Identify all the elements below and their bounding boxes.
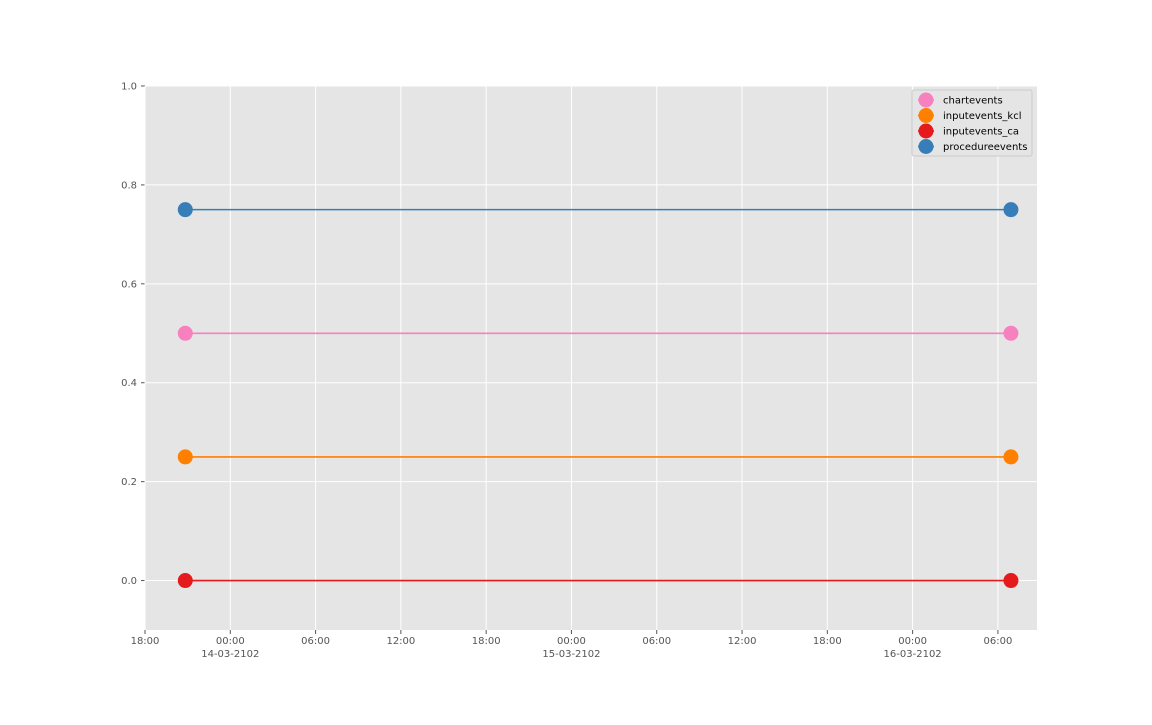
x-tick-label: 18:00 <box>813 636 842 647</box>
y-tick-label: 0.0 <box>121 576 137 587</box>
x-tick-date-label: 14-03-2102 <box>201 649 259 660</box>
legend-marker <box>918 139 934 154</box>
y-tick-label: 1.0 <box>121 82 137 93</box>
data-point-procedureevents <box>177 202 193 218</box>
y-tick-label: 0.8 <box>121 180 137 191</box>
x-tick-label: 00:00 <box>898 636 927 647</box>
y-tick-label: 0.4 <box>121 378 137 389</box>
data-point-inputevents_ca <box>1003 573 1019 589</box>
x-tick-label: 18:00 <box>472 636 501 647</box>
data-point-procedureevents <box>1003 202 1019 218</box>
x-tick-label: 06:00 <box>301 636 330 647</box>
data-point-inputevents_kcl <box>1003 449 1019 465</box>
x-tick-label: 06:00 <box>642 636 671 647</box>
legend-entry-label: inputevents_ca <box>943 127 1019 138</box>
data-point-chartevents <box>1003 325 1019 341</box>
plot-area <box>145 86 1037 630</box>
x-tick-label: 18:00 <box>131 636 160 647</box>
legend-box <box>911 89 1033 157</box>
data-point-chartevents <box>177 325 193 341</box>
data-point-inputevents_ca <box>177 573 193 589</box>
legend-marker <box>918 108 934 123</box>
x-tick-date-label: 15-03-2102 <box>542 649 600 660</box>
x-tick-date-label: 16-03-2102 <box>884 649 942 660</box>
x-tick-label: 00:00 <box>216 636 245 647</box>
legend-entry-label: inputevents_kcl <box>943 111 1021 122</box>
y-tick-label: 0.6 <box>121 279 137 290</box>
data-point-inputevents_kcl <box>177 449 193 465</box>
x-tick-label: 12:00 <box>728 636 757 647</box>
legend-marker <box>918 92 934 108</box>
legend-entry-label: chartevents <box>943 96 1003 107</box>
x-tick-label: 12:00 <box>386 636 415 647</box>
legend-entry-label: procedureevents <box>943 142 1027 153</box>
y-tick-label: 0.2 <box>121 477 137 488</box>
x-tick-label: 00:00 <box>557 636 586 647</box>
x-tick-label: 06:00 <box>983 636 1012 647</box>
legend-marker <box>918 123 934 139</box>
